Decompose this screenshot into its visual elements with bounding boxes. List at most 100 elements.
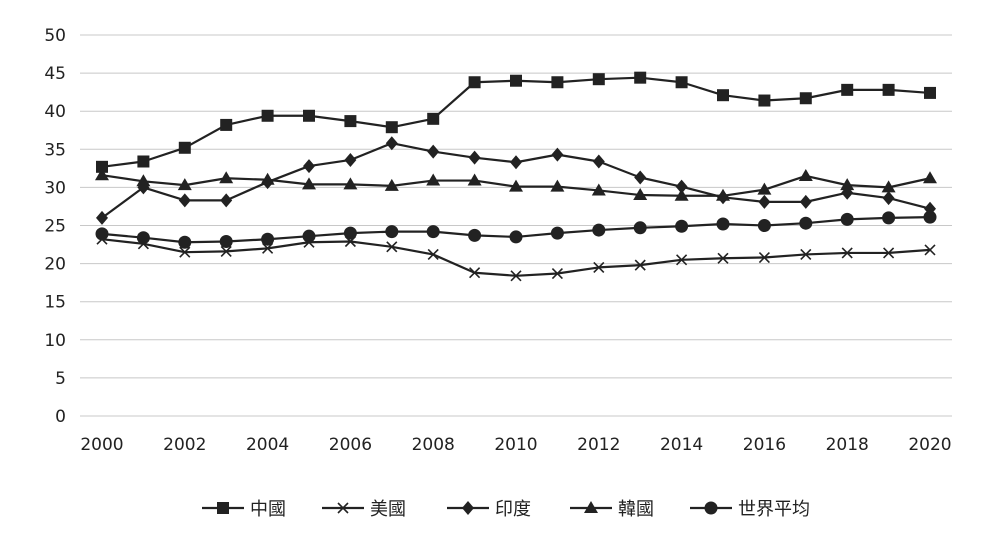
- data-point-x: [386, 241, 398, 253]
- y-tick-label: 50: [44, 26, 66, 46]
- data-point-diamond: [385, 136, 398, 151]
- data-point-circle: [923, 210, 937, 224]
- data-point-square: [303, 109, 315, 122]
- data-point-circle: [799, 216, 813, 230]
- data-point-diamond: [551, 147, 564, 162]
- legend-marker-circle: [704, 501, 718, 515]
- data-point-triangle: [923, 171, 937, 184]
- data-point-x: [551, 267, 563, 280]
- data-point-triangle: [384, 178, 399, 191]
- data-point-square: [385, 121, 398, 134]
- data-point-triangle: [550, 179, 565, 192]
- y-tick-label: 45: [44, 64, 66, 84]
- x-tick-label: 2012: [577, 435, 620, 455]
- data-point-x: [883, 247, 895, 259]
- data-point-diamond: [592, 154, 605, 169]
- data-point-x: [427, 248, 439, 261]
- data-point-square: [96, 160, 108, 173]
- data-point-circle: [385, 225, 399, 239]
- data-point-square: [551, 76, 564, 89]
- data-point-circle: [840, 212, 854, 226]
- legend-marker-diamond: [462, 501, 474, 515]
- data-point-x: [593, 261, 605, 273]
- data-point-diamond: [758, 194, 771, 209]
- grid: [80, 34, 952, 417]
- legend-label: 韓國: [618, 499, 654, 520]
- data-point-circle: [261, 232, 275, 246]
- data-point-triangle: [798, 168, 813, 181]
- series-triangle: [95, 168, 937, 201]
- data-point-circle: [219, 235, 233, 249]
- data-point-circle: [343, 226, 357, 240]
- data-point-diamond: [178, 193, 191, 208]
- data-point-triangle: [177, 178, 192, 191]
- data-point-x: [717, 252, 729, 264]
- data-point-circle: [716, 217, 730, 231]
- data-point-triangle: [219, 171, 234, 184]
- legend-label: 美國: [370, 499, 406, 520]
- y-tick-label: 10: [44, 331, 66, 351]
- data-point-square: [510, 74, 522, 87]
- data-point-diamond: [468, 150, 481, 165]
- data-point-diamond: [799, 194, 812, 209]
- data-point-triangle: [95, 168, 109, 181]
- data-point-x: [758, 251, 770, 264]
- data-point-x: [841, 247, 853, 259]
- data-point-triangle: [136, 174, 151, 187]
- data-point-diamond: [510, 155, 522, 170]
- data-point-circle: [468, 228, 482, 242]
- data-point-triangle: [633, 188, 648, 201]
- series-diamond: [96, 136, 936, 225]
- data-point-triangle: [467, 173, 482, 186]
- legend: 中國 美國 印度 韓國 世界平均: [202, 499, 810, 520]
- data-point-circle: [509, 230, 523, 244]
- data-point-square: [261, 109, 274, 122]
- data-point-square: [882, 83, 895, 96]
- data-point-triangle: [757, 182, 772, 195]
- legend-item: 印度: [447, 499, 531, 520]
- y-axis: 0 5 10 15 20 25 30 35 40 45 50: [44, 26, 66, 427]
- data-point-triangle: [840, 178, 855, 191]
- legend-item: 韓國: [570, 499, 654, 520]
- data-point-diamond: [882, 191, 895, 206]
- data-point-square: [427, 112, 440, 125]
- legend-marker-triangle: [584, 501, 598, 513]
- data-point-diamond: [344, 152, 357, 167]
- data-point-x: [510, 270, 522, 282]
- legend-marker-square: [217, 502, 229, 514]
- data-point-square: [675, 76, 688, 89]
- data-point-triangle: [260, 172, 275, 185]
- x-axis: 2000 2002 2004 2006 2008 2010 2012 2014 2016 2018…: [80, 435, 951, 455]
- data-point-diamond: [427, 144, 440, 159]
- y-tick-label: 0: [55, 407, 66, 427]
- data-point-square: [841, 83, 854, 96]
- y-tick-label: 15: [44, 293, 66, 313]
- legend-label: 世界平均: [738, 499, 810, 520]
- x-tick-label: 2006: [329, 435, 372, 455]
- x-tick-label: 2002: [163, 435, 206, 455]
- series-group: [95, 71, 937, 282]
- y-tick-label: 25: [44, 217, 66, 237]
- x-tick-label: 2008: [412, 435, 455, 455]
- legend-item: 中國: [202, 499, 286, 520]
- y-tick-label: 30: [44, 178, 66, 198]
- data-point-circle: [550, 226, 564, 240]
- data-point-square: [468, 76, 481, 89]
- data-point-square: [717, 89, 729, 102]
- data-point-x: [262, 242, 274, 254]
- data-point-x: [676, 254, 688, 266]
- data-point-triangle: [881, 180, 896, 193]
- series-circle: [95, 210, 937, 249]
- legend-item: 世界平均: [690, 499, 810, 520]
- y-tick-label: 5: [55, 369, 66, 389]
- legend-label: 印度: [495, 499, 531, 520]
- x-tick-label: 2000: [80, 435, 123, 455]
- data-point-x: [924, 244, 936, 256]
- legend-item: 美國: [322, 499, 406, 520]
- data-point-diamond: [675, 179, 688, 194]
- y-tick-label: 35: [44, 140, 66, 160]
- y-tick-label: 20: [44, 255, 66, 275]
- data-point-square: [220, 118, 233, 131]
